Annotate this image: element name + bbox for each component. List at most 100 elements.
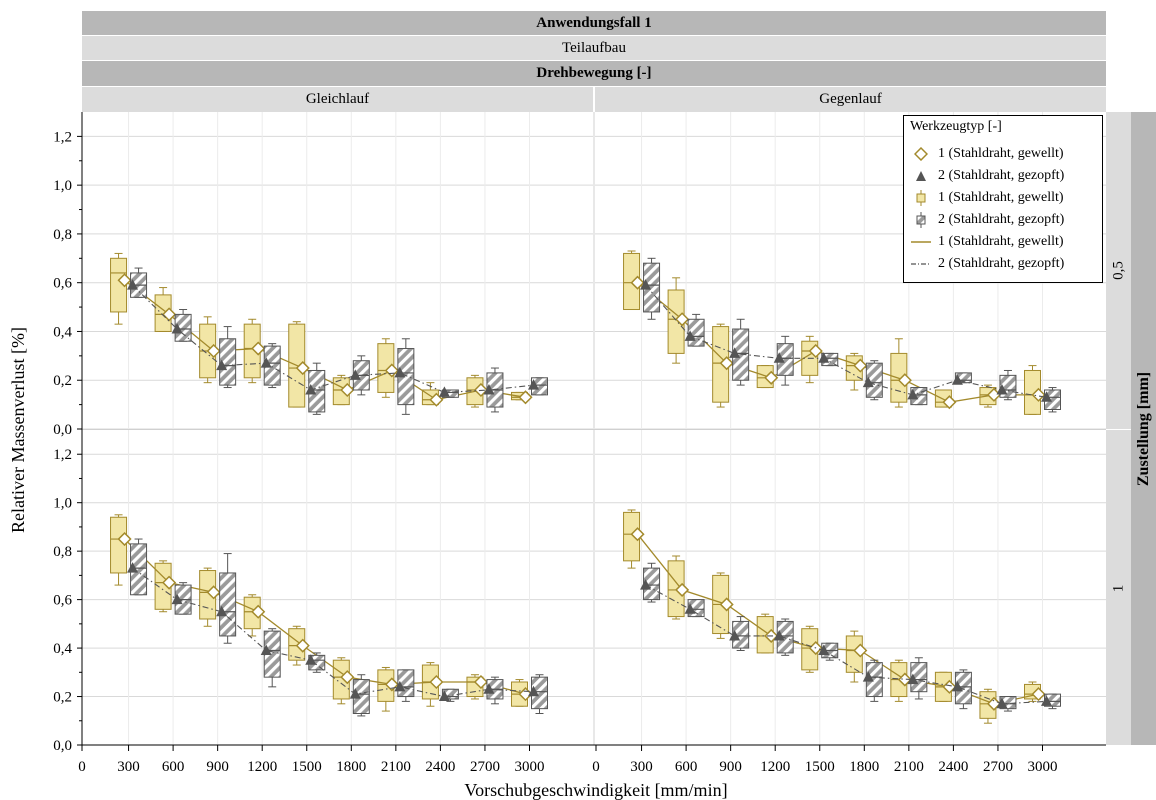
x-tick-label: 900 — [206, 759, 229, 775]
x-tick-label: 2100 — [381, 759, 411, 775]
y-tick-label: 0,8 — [53, 544, 72, 560]
x-tick-label: 2400 — [938, 759, 968, 775]
y-tick-label: 1,0 — [53, 496, 72, 512]
mean-marker-diamond — [942, 395, 957, 410]
mean-marker-triangle — [951, 374, 963, 385]
mean-marker-triangle — [483, 383, 495, 395]
y-tick-label: 0,0 — [53, 422, 72, 438]
mean-marker-diamond — [518, 687, 533, 702]
box — [219, 572, 237, 637]
mean-marker-triangle — [996, 697, 1008, 709]
mean-marker-diamond — [117, 273, 132, 288]
mean-marker-triangle — [729, 347, 741, 358]
legend-label: 2 (Stahldraht, gezopft) — [938, 212, 1065, 227]
mean-marker-diamond — [429, 392, 444, 407]
mean-marker-triangle — [729, 629, 741, 641]
mean-marker-diamond — [897, 672, 912, 687]
legend-label: 1 (Stahldraht, gewellt) — [938, 190, 1064, 205]
facet-column-title: Drehbewegung [-] — [82, 61, 1106, 86]
legend-title: Werkzeugtyp [-] — [910, 119, 1002, 134]
mean-marker-diamond — [518, 390, 533, 405]
mean-marker-triangle — [996, 383, 1008, 395]
legend-entry: 2 (Stahldraht, gezopft) — [908, 210, 1064, 230]
mean-marker-triangle — [483, 683, 495, 694]
legend-entry: 1 (Stahldraht, gewellt) — [908, 144, 1064, 164]
mean-marker-triangle — [171, 593, 183, 605]
mean-line-type-2 — [132, 284, 534, 393]
mean-marker-triangle — [260, 357, 272, 368]
mean-marker-triangle — [684, 603, 696, 614]
mean-marker-triangle — [216, 605, 228, 617]
x-tick-label: 3000 — [1028, 759, 1058, 775]
y-tick-label: 0,4 — [53, 324, 72, 340]
mean-marker-triangle — [818, 352, 830, 363]
mean-marker-triangle — [394, 366, 406, 378]
mean-marker-triangle — [907, 673, 919, 685]
mean-marker-triangle — [773, 352, 785, 363]
facet-row-strip-top: 0,5 — [1106, 112, 1131, 429]
triangle-icon — [908, 167, 934, 185]
y-tick-label: 0,6 — [53, 593, 72, 609]
mean-marker-diamond — [117, 531, 132, 547]
y-tick-label: 1,2 — [53, 447, 72, 463]
solid-line-icon — [908, 233, 934, 251]
y-tick-label: 0,0 — [53, 738, 72, 754]
mean-line-type-1 — [124, 538, 526, 695]
mean-marker-diamond — [384, 363, 399, 378]
x-tick-label: 300 — [630, 759, 653, 775]
y-tick-label: 0,2 — [53, 373, 72, 389]
x-tick-label: 2100 — [894, 759, 924, 775]
box — [110, 516, 128, 574]
box — [219, 338, 237, 386]
legend-entry: 1 (Stahldraht, gewellt) — [908, 232, 1064, 252]
x-tick-label: 1200 — [760, 759, 790, 775]
x-tick-label: 0 — [592, 759, 600, 775]
mean-marker-triangle — [349, 369, 361, 380]
box — [865, 362, 883, 398]
mean-marker-diamond — [251, 341, 266, 356]
mean-marker-diamond — [251, 604, 266, 619]
mean-marker-triangle — [438, 690, 450, 702]
mean-marker-diamond — [429, 674, 444, 690]
mean-marker-triangle — [773, 629, 785, 641]
mean-marker-triangle — [305, 654, 317, 665]
x-tick-label: 1500 — [805, 759, 835, 775]
box-hatched-icon — [908, 211, 934, 229]
chart-title: Anwendungsfall 1 — [82, 11, 1106, 35]
mean-marker-diamond — [764, 370, 779, 385]
facet-column-label-gleichlauf: Gleichlauf — [82, 87, 593, 112]
legend-label: 1 (Stahldraht, gewellt) — [938, 234, 1064, 249]
mean-marker-triangle — [127, 279, 139, 290]
mean-marker-diamond — [808, 343, 823, 359]
mean-marker-diamond — [295, 360, 310, 376]
y-tick-label: 0,8 — [53, 227, 72, 243]
mean-marker-triangle — [640, 279, 652, 290]
mean-marker-triangle — [640, 579, 652, 590]
mean-marker-triangle — [528, 685, 539, 697]
x-tick-label: 1500 — [292, 759, 322, 775]
x-tick-label: 2700 — [983, 759, 1013, 775]
mean-marker-diamond — [473, 674, 489, 690]
dashdot-line-icon — [908, 255, 934, 273]
facet-column-label-gegenlauf: Gegenlauf — [595, 87, 1106, 112]
x-tick-label: 600 — [162, 759, 185, 775]
mean-marker-triangle — [438, 386, 450, 397]
x-tick-label: 1800 — [336, 759, 366, 775]
mean-marker-diamond — [1031, 387, 1046, 402]
facet-row-title: Zustellung [mm] — [1131, 112, 1156, 745]
box-yellow-icon — [908, 189, 934, 207]
x-tick-label: 2700 — [470, 759, 500, 775]
facet-row-strip-bottom: 1 — [1106, 430, 1131, 745]
mean-marker-triangle — [260, 644, 272, 655]
mean-marker-diamond — [1031, 687, 1046, 702]
mean-marker-triangle — [1041, 695, 1052, 706]
y-tick-label: 0,6 — [53, 276, 72, 292]
mean-marker-diamond — [942, 679, 957, 694]
mean-marker-diamond — [295, 638, 310, 653]
mean-line-type-2 — [645, 584, 1047, 705]
y-axis-label: Relativer Massenverlust [%] — [8, 327, 28, 533]
legend-entry: 1 (Stahldraht, gewellt) — [908, 188, 1064, 208]
mean-marker-triangle — [951, 680, 963, 692]
mean-marker-diamond — [630, 527, 645, 542]
